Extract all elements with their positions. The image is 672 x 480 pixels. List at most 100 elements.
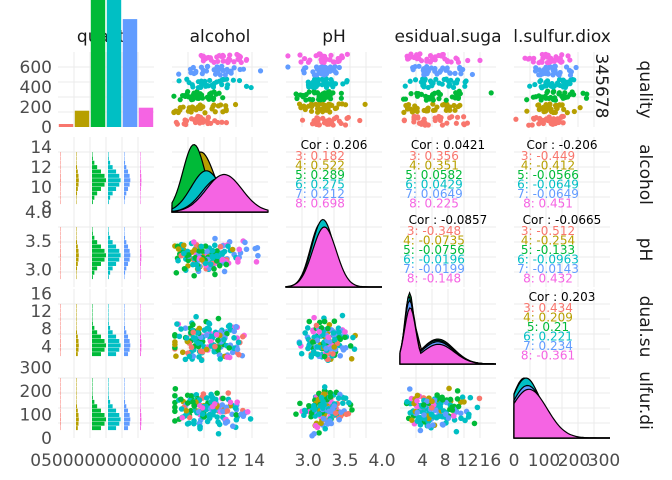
strip-point-q4 [404,106,411,112]
strip-point-q5 [423,97,429,103]
facet-hist-bar [76,304,77,308]
strip-point-q6 [562,83,568,90]
strip-point-q7 [203,68,210,74]
facet-hist-bar [108,395,109,400]
facet-hist-bar [60,395,61,400]
scatter-point [227,399,234,406]
strip-point-q6 [344,79,350,85]
scatter-point [454,396,461,402]
strip-point-q6 [236,77,243,84]
strip-point-q6 [207,77,213,84]
strip-point-q5 [199,95,206,101]
strip-point-q6 [224,76,230,82]
facet-hist-bar [92,173,105,178]
scatter-point [322,425,329,432]
facet-hist-bar [92,182,105,187]
facet-hist-bar [140,195,141,200]
strip-point-q8 [525,56,531,62]
strip-point-q3 [315,121,321,127]
strip-point-q3 [425,122,431,128]
strip-point-q5 [559,93,565,99]
strip-point-q5 [562,90,568,96]
strip-point-q7 [457,66,463,72]
scatter-point [325,325,331,332]
strip-point-q7 [257,68,264,74]
strip-point-q4 [308,108,315,114]
facet-hist-bar [60,317,61,322]
strip-point-q4 [425,105,431,111]
strip-point-q3 [338,120,344,127]
scatter-point [214,414,220,420]
strip-point-q7 [438,68,444,74]
facet-hist-bar [60,178,61,183]
scatter-point [191,272,197,279]
facet-hist-bar [60,386,61,391]
cor-group-4: 4: -0.0735 [403,234,465,248]
strip-point-q3 [202,118,208,124]
facet-hist-bar [60,408,61,413]
scatter-point [225,323,232,330]
scatter-point [182,325,189,331]
scatter-point [217,356,224,362]
facet-hist-bar [92,187,101,191]
panel-grid-r3-c0 [58,289,154,364]
scatter-point [301,407,308,414]
strip-point-q4 [342,102,349,108]
strip-point-q8 [344,51,350,57]
facet-hist-bar [76,275,77,280]
facet-hist-bar [124,330,127,335]
panel-grid-r2-c0 [58,212,154,287]
scatter-point [425,415,432,422]
cor-group-3: 3: -0.512 [521,224,575,238]
scatter-point [298,350,305,357]
ytick-label-r0: 400 [20,78,52,98]
facet-hist-bar [124,244,129,249]
facet-hist-bar [124,378,125,382]
strip-point-q5 [543,95,549,101]
scatter-point [183,407,190,414]
strip-point-q4 [232,101,239,108]
scatter-point [209,247,216,254]
scatter-point [404,399,410,405]
facet-hist-bar [92,312,93,317]
strip-point-q5 [552,95,558,101]
facet-hist-bar [140,165,141,170]
facet-hist-bar [124,156,125,161]
facet-hist-bar [124,312,125,317]
strip-point-q4 [315,109,321,115]
quality-levels-label: 345678 [591,54,611,119]
facet-hist-bar [108,275,109,280]
strip-point-q7 [452,70,458,76]
scatter-point [193,261,200,268]
scatter-point [323,345,329,352]
scatter-point [320,405,326,411]
facet-hist-bar [92,178,106,183]
cor-group-6: 6: 0.0429 [405,178,462,192]
facet-hist-bar [76,200,77,205]
facet-hist-bar [60,399,61,404]
facet-hist-bar [92,235,95,240]
scatter-point [211,242,218,249]
panel-grid-r4-c2 [286,363,382,438]
cor-group-3: 3: 0.434 [523,301,573,315]
cor-group-5: 5: -0.0756 [403,243,465,257]
strip-point-q3 [439,122,446,128]
facet-hist-bar [60,404,61,409]
scatter-point [330,351,336,357]
strip-point-q3 [342,122,349,128]
facet-hist-bar [124,382,125,387]
strip-point-q6 [462,83,468,89]
cor-group-7: 7: -0.0199 [403,262,465,276]
facet-hist-bar [124,391,125,396]
strip-point-q7 [563,64,570,70]
scatter-point [188,344,195,351]
scatter-point [216,262,223,269]
facet-hist-bar [76,253,79,258]
quality-bar-7 [122,19,138,128]
panel-grid-r2-c4 [514,212,610,287]
facet-hist-bar [108,408,117,413]
strip-point-q4 [577,105,583,111]
strip-point-q7 [542,70,548,77]
strip-point-q6 [450,84,457,91]
